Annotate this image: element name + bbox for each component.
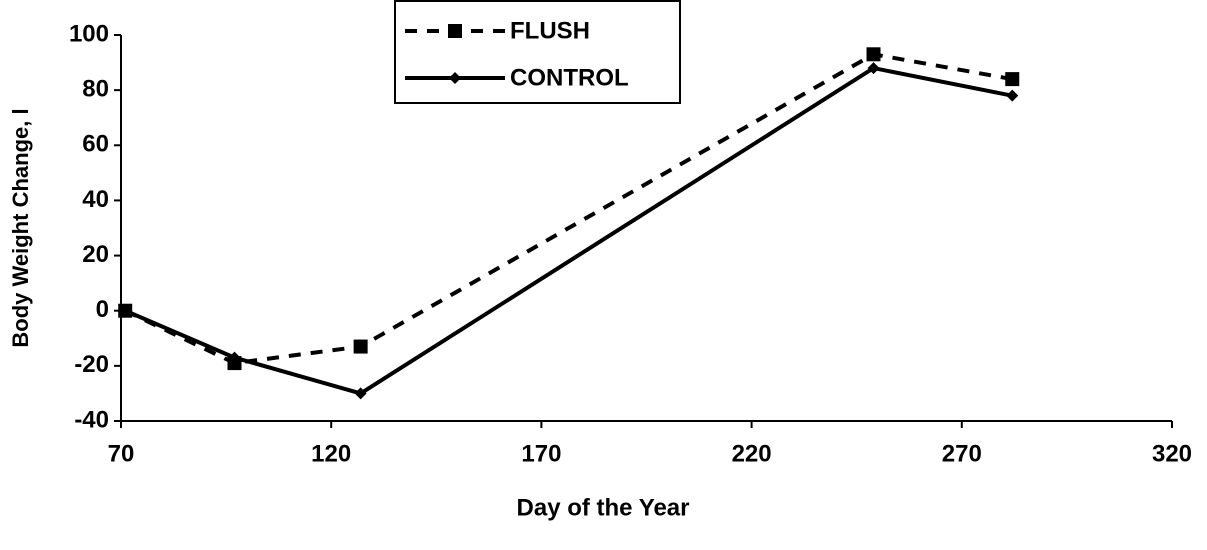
legend-label: FLUSH — [510, 17, 590, 44]
legend-marker — [449, 72, 461, 84]
x-axis-label: Day of the Year — [517, 494, 690, 521]
x-tick-label: 70 — [108, 440, 135, 467]
y-tick-label: 40 — [82, 186, 109, 213]
y-tick-label: 0 — [96, 296, 109, 323]
legend-box — [394, 0, 681, 104]
marker — [228, 351, 241, 364]
x-tick-label: 270 — [942, 440, 982, 467]
marker — [119, 304, 132, 317]
marker — [867, 62, 880, 75]
y-tick-label: -40 — [74, 406, 109, 433]
x-tick-label: 220 — [732, 440, 772, 467]
legend-marker — [448, 24, 462, 38]
x-tick-label: 120 — [311, 440, 351, 467]
x-tick-label: 170 — [521, 440, 561, 467]
marker — [353, 339, 368, 354]
x-tick-label: 320 — [1152, 440, 1192, 467]
marker — [1006, 89, 1019, 102]
marker — [866, 47, 881, 62]
y-tick-label: 100 — [69, 20, 109, 47]
y-tick-label: 80 — [82, 75, 109, 102]
y-tick-label: 20 — [82, 241, 109, 268]
marker — [354, 387, 367, 400]
marker — [1005, 72, 1020, 87]
y-axis-label: Body Weight Change, l — [8, 108, 33, 347]
legend-label: CONTROL — [510, 64, 629, 91]
y-tick-label: 60 — [82, 131, 109, 158]
series-line — [124, 65, 1013, 396]
y-tick-label: -20 — [74, 351, 109, 378]
